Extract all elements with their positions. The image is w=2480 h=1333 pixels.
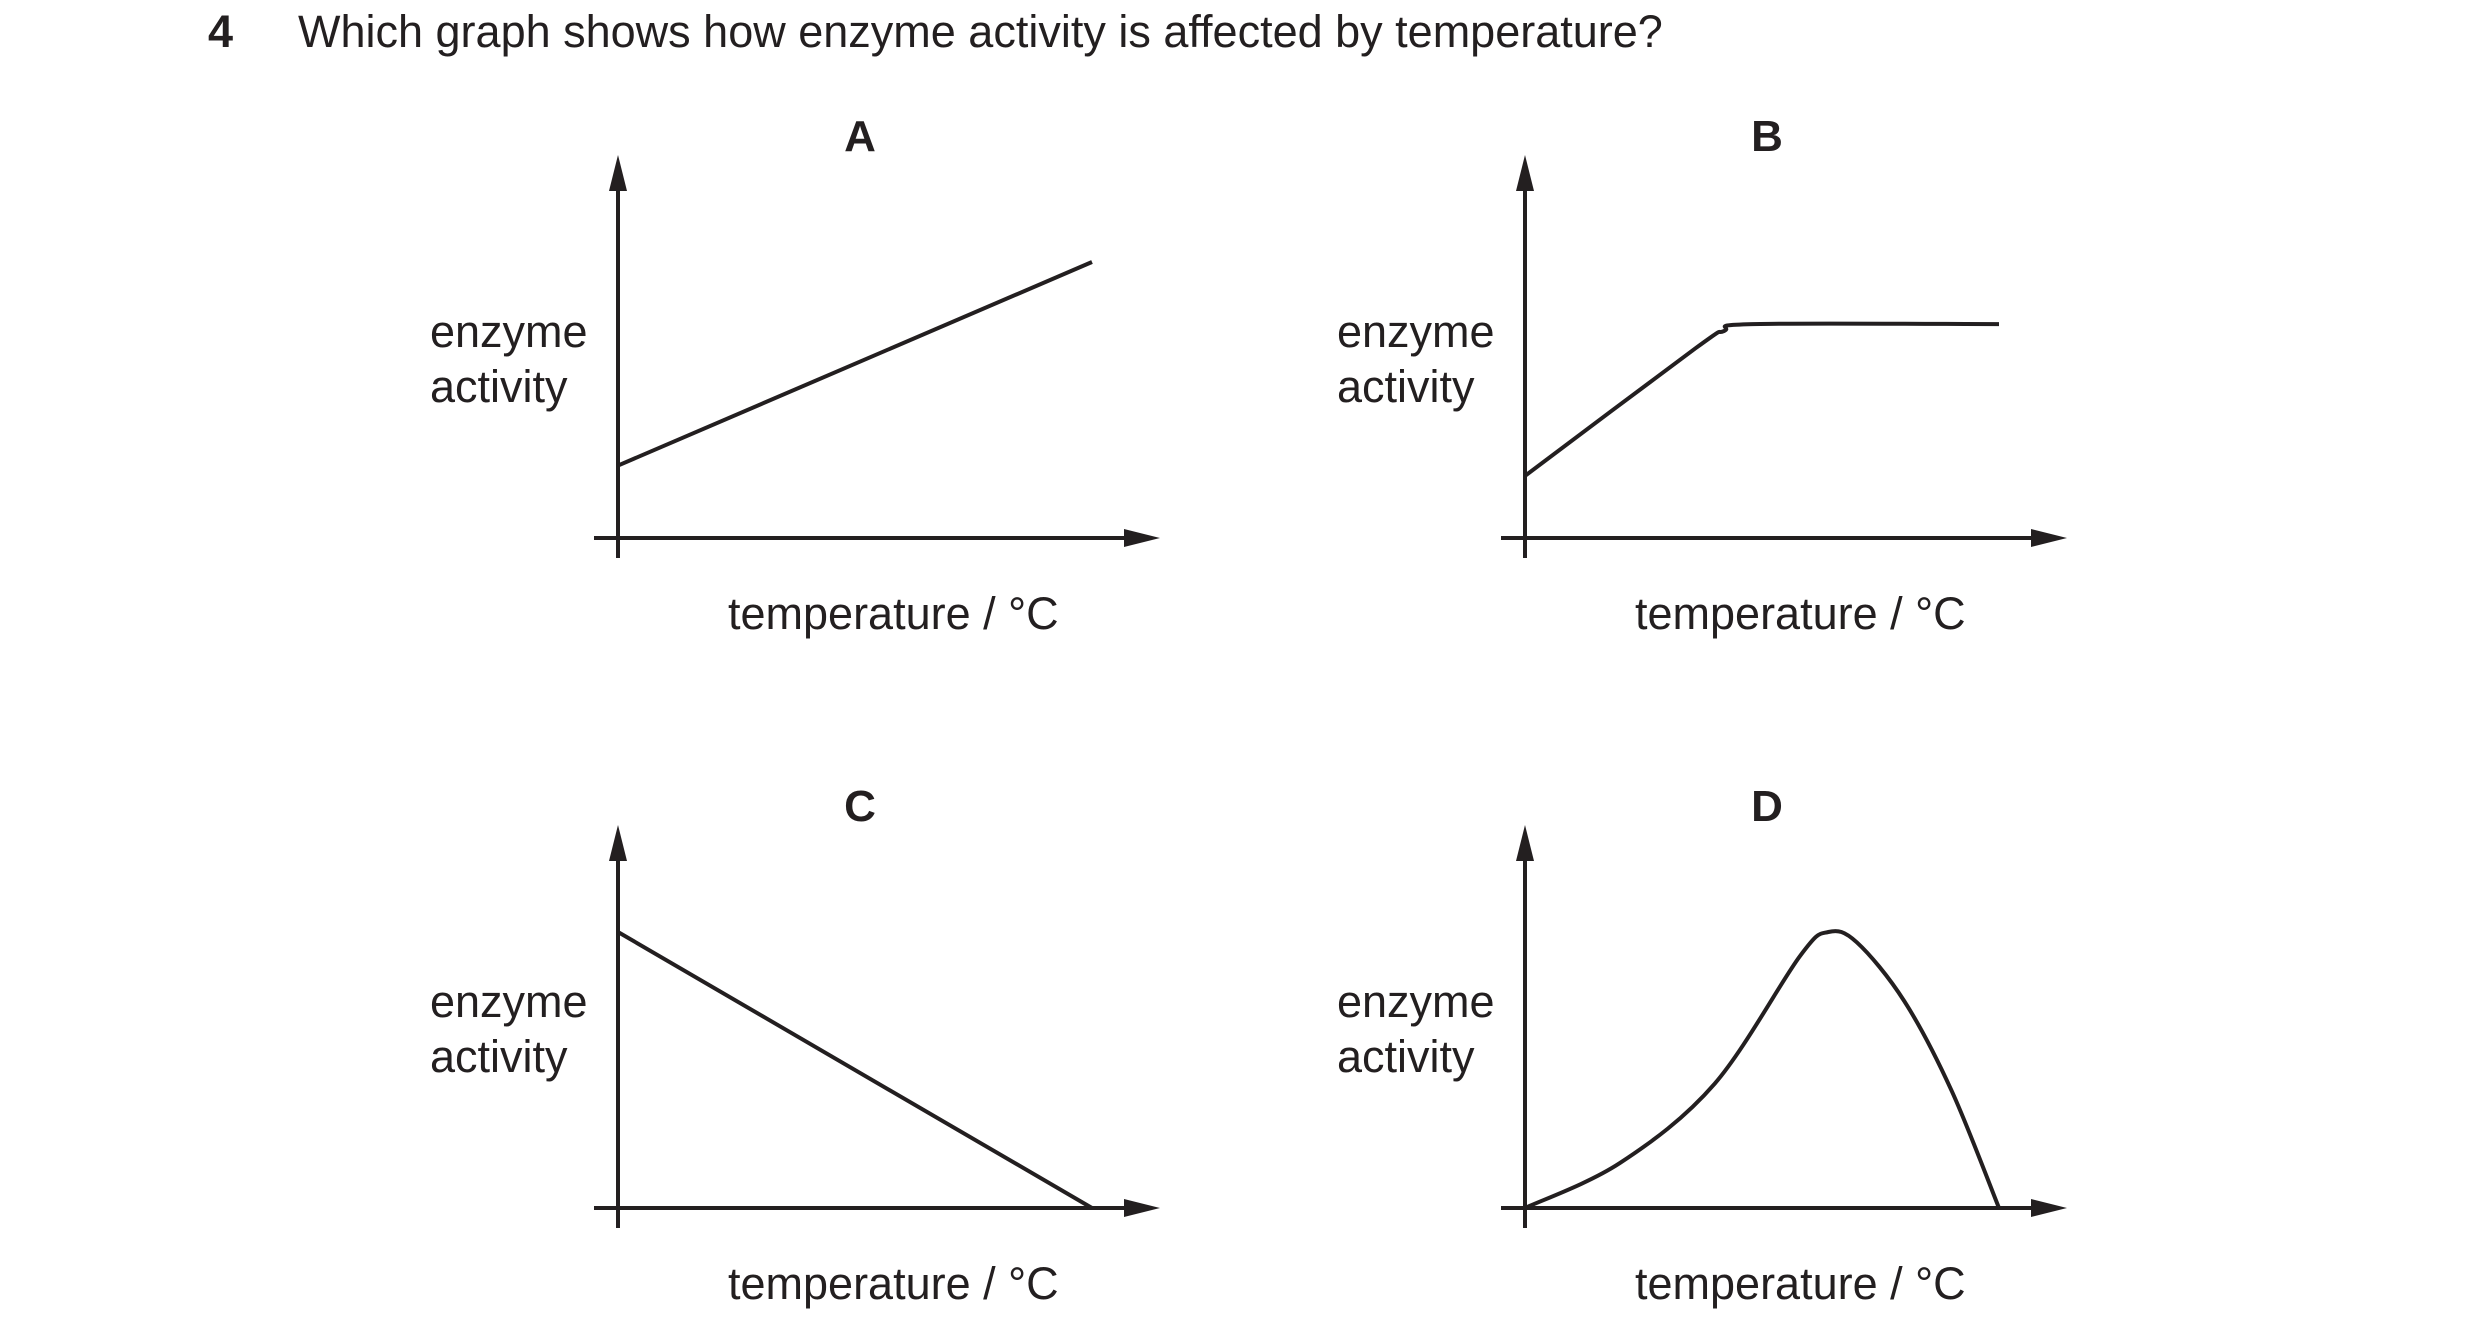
y-axis-arrowhead	[609, 825, 627, 861]
enzyme-activity-curve	[1523, 321, 2000, 478]
y-axis-label: enzyme activity	[430, 304, 588, 414]
graph-a-svg	[594, 155, 1160, 558]
y-axis-arrowhead	[1516, 155, 1534, 191]
y-axis-label-line2: activity	[1337, 1031, 1475, 1082]
graph-c: C enzyme activity temperature / °C	[430, 770, 1160, 1330]
x-axis-arrowhead	[2031, 529, 2067, 547]
option-letter-b: B	[1751, 112, 1783, 161]
option-letter-a: A	[844, 112, 876, 161]
x-axis-arrowhead	[1124, 1199, 1160, 1217]
y-axis-label-line2: activity	[430, 361, 568, 412]
x-axis-arrowhead	[2031, 1199, 2067, 1217]
x-axis-label: temperature / °C	[728, 588, 1059, 639]
graph-c-svg	[594, 825, 1160, 1228]
option-letter-c: C	[844, 782, 876, 831]
y-axis-label-line1: enzyme	[1337, 306, 1495, 357]
question-number: 4	[208, 6, 234, 57]
y-axis-label-line1: enzyme	[430, 976, 588, 1027]
graph-b-svg	[1501, 155, 2067, 558]
graph-d-svg	[1501, 825, 2067, 1228]
enzyme-activity-curve	[1524, 929, 2001, 1210]
graph-d: D enzyme activity temperature / °C	[1337, 770, 2067, 1330]
y-axis-label-line1: enzyme	[430, 306, 588, 357]
y-axis-label-line1: enzyme	[1337, 976, 1495, 1027]
x-axis-arrowhead	[1124, 529, 1160, 547]
question-text: Which graph shows how enzyme activity is…	[298, 6, 1663, 57]
enzyme-activity-curve	[617, 260, 1093, 468]
y-axis-label-line2: activity	[1337, 361, 1475, 412]
question: 4 Which graph shows how enzyme activity …	[0, 0, 2480, 80]
x-axis-label: temperature / °C	[728, 1258, 1059, 1309]
x-axis-label: temperature / °C	[1635, 1258, 1966, 1309]
enzyme-activity-curve	[616, 930, 1094, 1210]
y-axis-label-line2: activity	[430, 1031, 568, 1082]
y-axis-label: enzyme activity	[1337, 304, 1495, 414]
y-axis-arrowhead	[609, 155, 627, 191]
y-axis-arrowhead	[1516, 825, 1534, 861]
y-axis-label: enzyme activity	[1337, 974, 1495, 1084]
option-letter-d: D	[1751, 782, 1783, 831]
graph-b: B enzyme activity temperature / °C	[1337, 100, 2067, 660]
x-axis-label: temperature / °C	[1635, 588, 1966, 639]
graph-a: A enzyme activity temperature / °C	[430, 100, 1160, 660]
y-axis-label: enzyme activity	[430, 974, 588, 1084]
